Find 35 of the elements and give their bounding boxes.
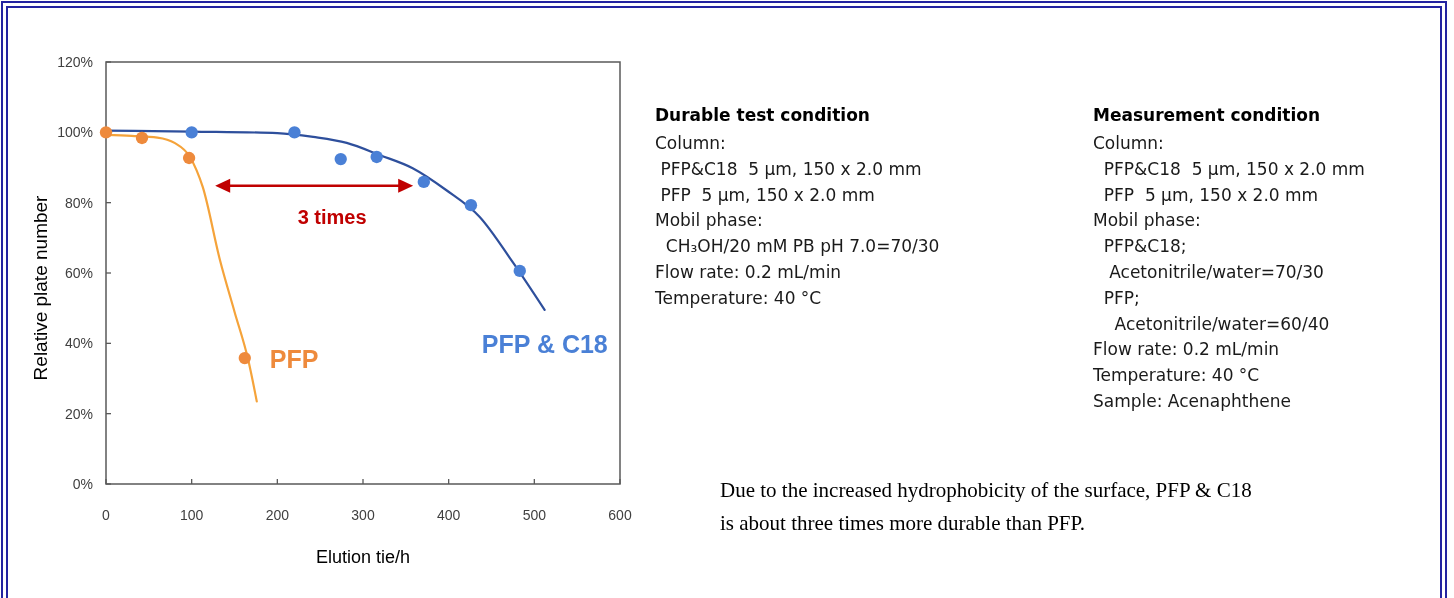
y-tick-label: 20%: [64, 405, 93, 422]
y-tick-label: 100%: [57, 124, 93, 141]
point: [238, 351, 251, 365]
x-tick-label: 600: [608, 507, 632, 523]
text: Column: PFP&C18 5 µm, 150 x 2.0 mm PFP 5 µm, 150 x 2.0 mm Mobil phase: CH₃OH/20 mM PB pH 7.0=70/30 Flow rate: 0.2 mL/min Temperature: 40 °C: [654, 133, 940, 308]
point: [417, 175, 430, 189]
text: Durable test condition: [655, 105, 870, 125]
x-tick-label: 0: [102, 507, 111, 523]
x-tick-label: 500: [522, 507, 547, 523]
text: Measurement condition: [1093, 105, 1321, 125]
point: [135, 131, 149, 145]
x-tick-label: 300: [351, 507, 375, 523]
point: [182, 151, 196, 165]
point: [464, 198, 478, 212]
y-tick-label: 40%: [64, 335, 93, 352]
y-tick-label: 0%: [72, 475, 93, 492]
y-tick-label: 80%: [64, 194, 93, 211]
text: PFP & C18: [481, 329, 608, 358]
text: Due to the increased hydrophobicity of the surface, PFP & C18 is about three times more durable than PFP.: [720, 478, 1252, 535]
y-tick-label: 120%: [57, 53, 93, 70]
x-axis-title: Elution tie/h: [315, 547, 411, 567]
point: [99, 126, 113, 139]
x-tick-label: 400: [436, 507, 461, 523]
x-tick-label: 200: [265, 507, 290, 523]
annotation: 3 times: [297, 205, 367, 228]
y-tick-label: 60%: [64, 264, 93, 281]
y-axis-title: Relative plate number: [30, 194, 51, 381]
point: [513, 264, 526, 278]
point: [334, 152, 347, 166]
point: [370, 150, 383, 164]
series-label: PFP: [269, 345, 319, 374]
point: [288, 126, 301, 139]
text: Column: PFP&C18 5 µm, 150 x 2.0 mm PFP 5 µm, 150 x 2.0 mm Mobil phase: PFP&C18; Acetonitrile/water=70/30 PFP; Acetonitrile/water=60/40 Flow rate: 0.2 mL/min Temperature: 40 °C Sample: Acenaphthene: [1093, 133, 1365, 411]
x-tick-label: 100: [179, 507, 204, 523]
point: [185, 126, 198, 139]
